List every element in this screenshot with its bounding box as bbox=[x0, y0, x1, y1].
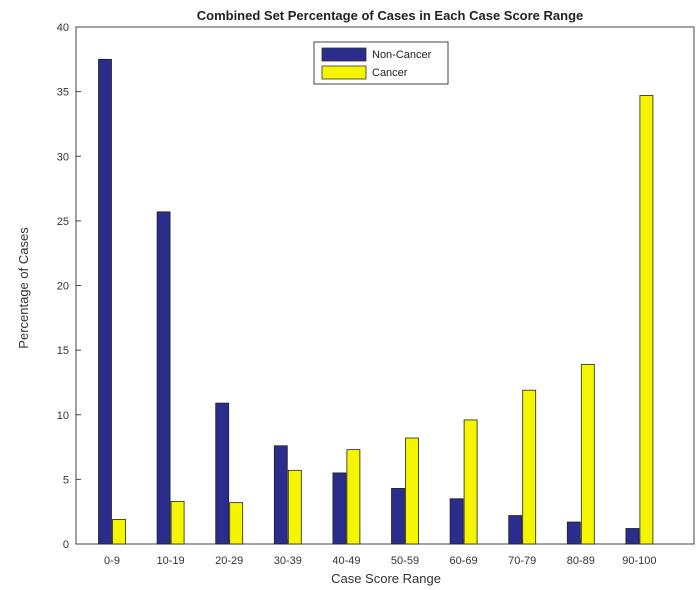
y-tick-label: 25 bbox=[57, 216, 69, 228]
bar-non-cancer-30-39 bbox=[273, 445, 288, 545]
x-tick-label: 50-59 bbox=[391, 555, 419, 567]
bar-non-cancer-20-29 bbox=[215, 402, 230, 545]
x-tick-label: 20-29 bbox=[215, 555, 243, 567]
y-tick-label: 35 bbox=[57, 87, 69, 99]
bar-non-cancer-80-89 bbox=[566, 521, 581, 545]
x-tick-label: 90-100 bbox=[622, 555, 656, 567]
x-axis-label: Case Score Range bbox=[331, 571, 441, 586]
bar-cancer-20-29 bbox=[229, 502, 244, 545]
bar-non-cancer-40-49 bbox=[332, 472, 347, 545]
y-tick-label: 20 bbox=[57, 281, 69, 293]
legend: Non-Cancer Cancer bbox=[313, 41, 449, 85]
x-tick-label: 70-79 bbox=[508, 555, 536, 567]
chart-title: Combined Set Percentage of Cases in Each… bbox=[197, 8, 584, 23]
x-ticks: 0-9 10-19 20-29 30-39 40-49 50-59 60-69 70-79 80… bbox=[104, 539, 657, 567]
legend-label-non-cancer: Non-Cancer bbox=[372, 49, 432, 61]
y-tick-label: 5 bbox=[63, 474, 69, 486]
bar-non-cancer-50-59 bbox=[391, 488, 405, 545]
bar-cancer-40-49 bbox=[346, 449, 361, 545]
bar-cancer-60-69 bbox=[463, 419, 478, 545]
legend-label-cancer: Cancer bbox=[372, 67, 408, 79]
y-axis-label: Percentage of Cases bbox=[16, 227, 31, 349]
x-tick-label: 80-89 bbox=[567, 555, 595, 567]
x-tick-label: 10-19 bbox=[157, 555, 185, 567]
x-tick-label: 40-49 bbox=[332, 555, 360, 567]
bars-group bbox=[98, 58, 654, 545]
bar-non-cancer-70-79 bbox=[508, 515, 523, 545]
x-tick-label: 60-69 bbox=[450, 555, 478, 567]
y-ticks: 0 5 10 15 20 25 30 35 40 bbox=[57, 22, 81, 551]
bar-cancer-50-59 bbox=[405, 437, 419, 545]
legend-swatch-non-cancer bbox=[321, 47, 367, 62]
bar-cancer-0-9 bbox=[112, 519, 126, 545]
bar-cancer-80-89 bbox=[580, 363, 595, 545]
bar-non-cancer-60-69 bbox=[449, 498, 464, 545]
x-tick-label: 30-39 bbox=[274, 555, 302, 567]
y-tick-label: 0 bbox=[63, 539, 69, 551]
bar-cancer-90-100 bbox=[639, 95, 654, 545]
y-tick-label: 40 bbox=[57, 22, 69, 34]
bar-cancer-10-19 bbox=[170, 500, 185, 545]
bar-non-cancer-0-9 bbox=[98, 58, 112, 545]
y-tick-label: 30 bbox=[57, 151, 69, 163]
bar-non-cancer-10-19 bbox=[156, 211, 171, 545]
y-tick-label: 15 bbox=[57, 345, 69, 357]
y-tick-label: 10 bbox=[57, 410, 69, 422]
bar-cancer-70-79 bbox=[522, 389, 537, 545]
x-tick-label: 0-9 bbox=[104, 555, 120, 567]
bar-non-cancer-90-100 bbox=[625, 528, 640, 545]
bar-cancer-30-39 bbox=[287, 469, 302, 545]
legend-swatch-cancer bbox=[321, 65, 367, 80]
